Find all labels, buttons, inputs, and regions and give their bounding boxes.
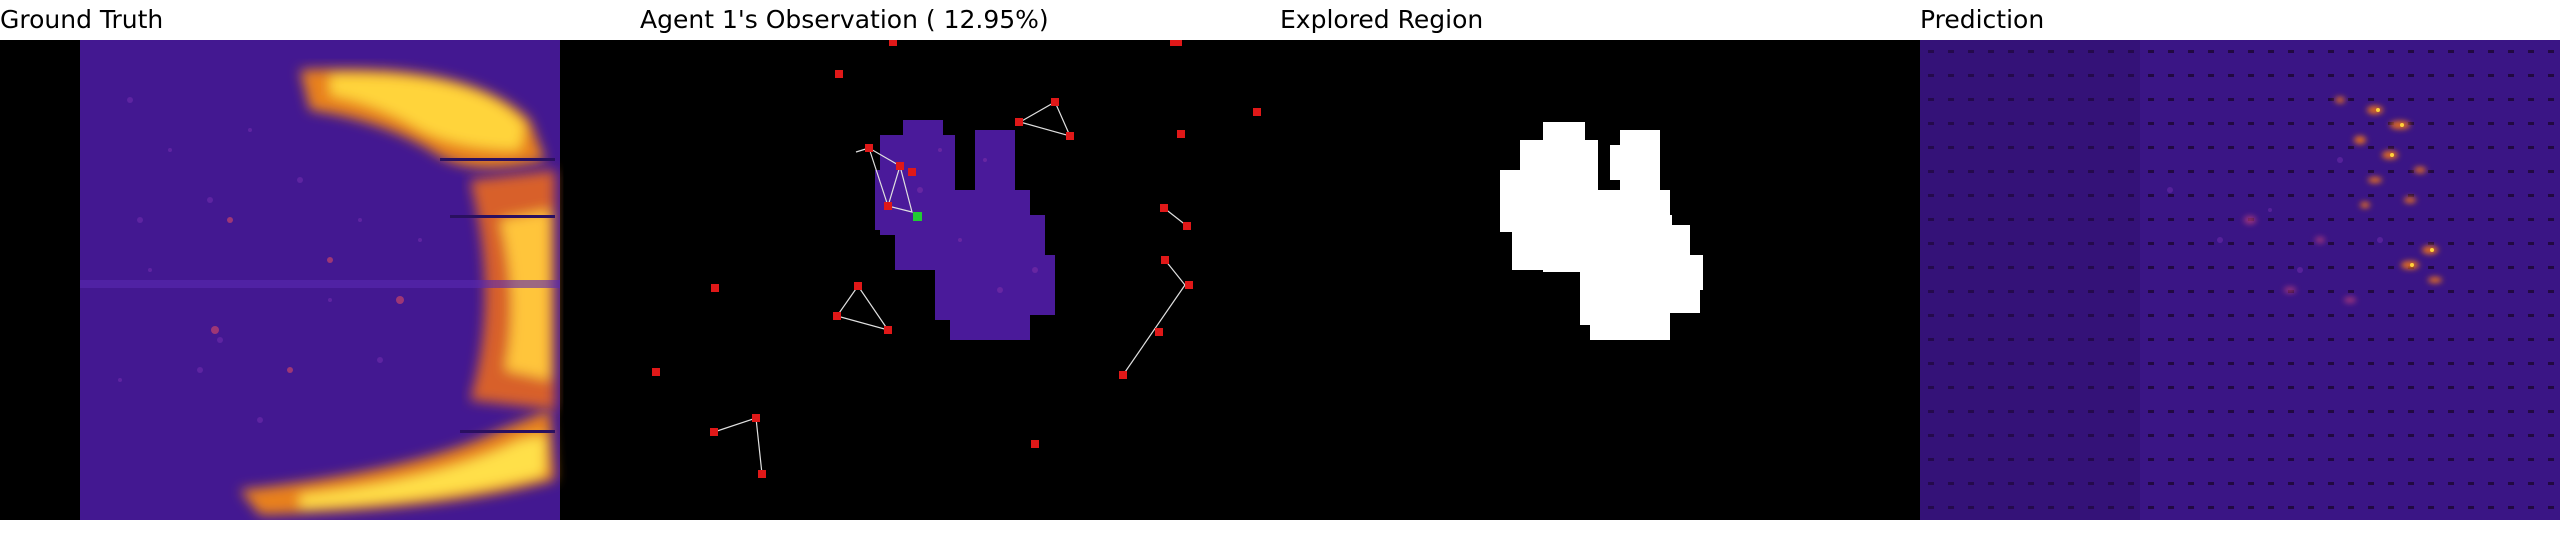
observed-region: [875, 120, 1055, 340]
prediction-heatmap: [1920, 40, 2560, 520]
explored-title: Explored Region: [1280, 5, 1484, 34]
ground-truth-title: Ground Truth: [0, 5, 164, 34]
prediction-panel: Prediction: [1920, 0, 2560, 520]
observation-title: Agent 1's Observation ( 12.95%): [640, 5, 1049, 34]
prediction-title: Prediction: [1920, 5, 2045, 34]
ground-truth-panel: Ground Truth: [0, 0, 640, 520]
observation-map: [640, 40, 1280, 520]
observation-panel: Agent 1's Observation ( 12.95%): [640, 0, 1280, 520]
active-agent-marker: [913, 212, 922, 221]
agent-markers: [652, 40, 1261, 478]
ground-truth-heatmap: [0, 40, 640, 520]
explored-mask: [1280, 40, 1920, 520]
explored-panel: Explored Region: [1280, 0, 1920, 520]
